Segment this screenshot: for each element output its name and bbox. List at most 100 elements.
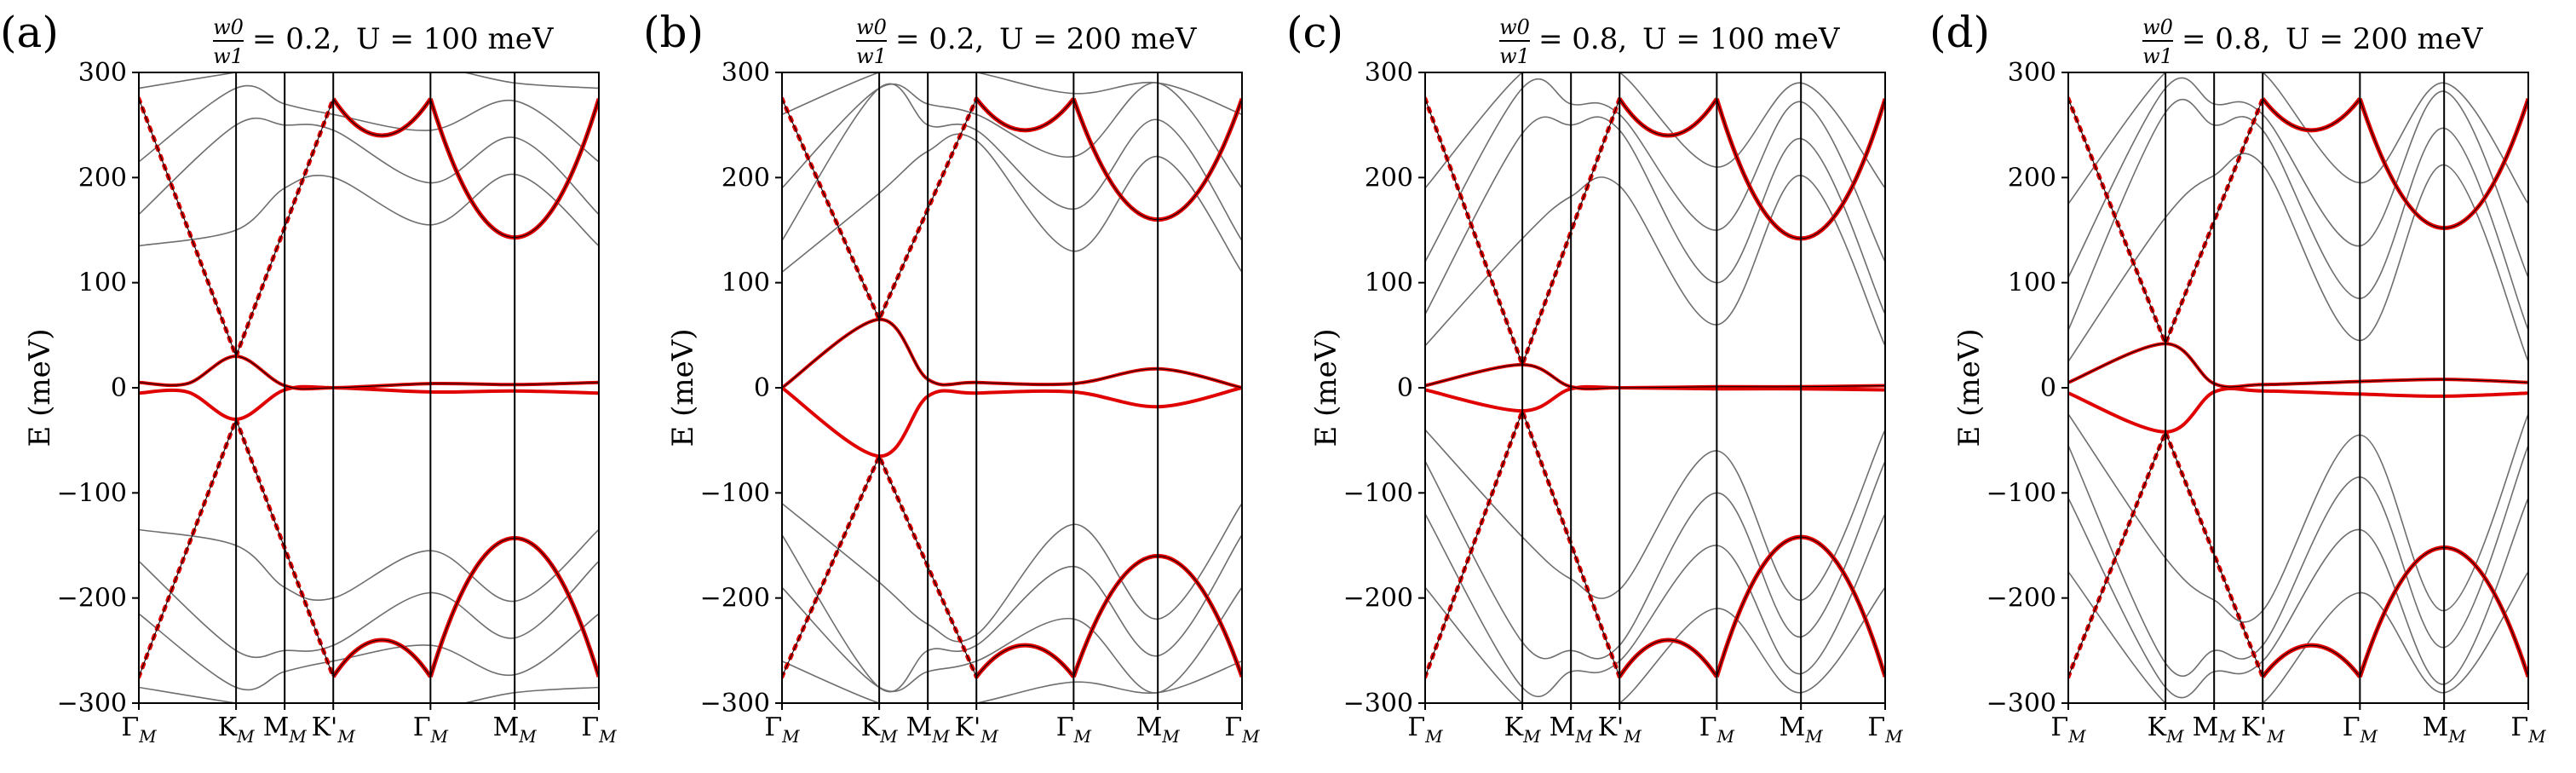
x-tick-label: ΓM	[413, 712, 449, 747]
x-tick-label: ΓM	[581, 712, 617, 747]
band-flat-lower	[2068, 386, 2528, 434]
band-flat-lower	[1425, 384, 1885, 413]
title-ratio-denominator: w1	[213, 44, 244, 68]
y-tick-label: −100	[1987, 478, 2056, 508]
y-tick-label: −300	[57, 689, 127, 718]
band-lower-parabola-0-core	[2262, 644, 2360, 678]
panel-label: (d)	[1929, 8, 1990, 57]
gray-band-7	[782, 660, 1242, 703]
y-tick-label: −100	[1343, 478, 1413, 508]
gray-band-7	[2068, 571, 2528, 703]
x-tick-label: KM	[861, 712, 898, 747]
y-tick-label: 0	[754, 373, 770, 403]
title-ratio-numerator: w0	[2142, 15, 2173, 39]
title-ratio-denominator: w1	[1499, 44, 1530, 68]
title-ratio-value: = 0.2,	[252, 22, 341, 56]
x-tick-label: ΓM	[1699, 712, 1735, 747]
plot-area	[2068, 72, 2528, 703]
gray-band-3	[1425, 460, 1885, 660]
y-tick-label: 300	[1365, 58, 1413, 88]
y-tick-label: 200	[1365, 163, 1413, 193]
gray-band-5	[139, 613, 599, 691]
band-lower-parabola-0-core	[975, 644, 1074, 678]
y-tick-label: −100	[700, 478, 770, 508]
gray-band-5	[782, 586, 1242, 694]
gray-band-3	[2068, 445, 2528, 678]
axes-frame	[781, 72, 1243, 704]
title-ratio-numerator: w0	[856, 15, 887, 39]
y-axis-label: E (meV)	[1952, 328, 1987, 447]
y-tick-label: 300	[2008, 58, 2056, 88]
x-tick-label: ΓM	[2343, 712, 2378, 747]
gray-band-6	[2068, 72, 2528, 205]
x-tick-label: MM	[263, 712, 308, 747]
y-tick-label: 0	[2040, 373, 2056, 403]
gray-band-4	[2068, 77, 2528, 278]
x-tick-label: MM	[2423, 712, 2467, 747]
panel-title: w0 w1 = 0.2, U = 100 meV	[213, 15, 555, 68]
panel-title: w0 w1 = 0.2, U = 200 meV	[856, 15, 1198, 68]
band-flat-upper	[782, 317, 1242, 389]
title-u-value: U = 200 meV	[999, 22, 1198, 56]
x-tick-label: ΓM	[1056, 712, 1092, 747]
band-flat-lower	[782, 386, 1242, 459]
x-tick-label: ΓM	[1407, 712, 1443, 747]
band-flat-upper	[139, 354, 599, 391]
band-upper-parabola-0-core	[975, 98, 1074, 131]
y-tick-label: −100	[57, 478, 127, 508]
band-upper-parabola-0-core	[1619, 98, 1717, 136]
gray-band-0	[2068, 153, 2528, 362]
x-tick-label: KM	[2148, 712, 2184, 747]
x-tick-label: K'M	[1598, 712, 1642, 747]
y-tick-label: 100	[78, 268, 127, 298]
y-tick-label: 0	[1397, 373, 1413, 403]
x-tick-label: MM	[493, 712, 538, 747]
title-u-value: U = 100 meV	[1642, 22, 1841, 56]
x-tick-label: K'M	[955, 712, 999, 747]
x-tick-label: MM	[906, 712, 951, 747]
x-tick-label: ΓM	[2050, 712, 2086, 747]
panel-label: (a)	[0, 8, 59, 57]
x-tick-label: ΓM	[764, 712, 800, 747]
y-axis-label: E (meV)	[666, 328, 700, 447]
y-tick-label: 100	[1365, 268, 1413, 298]
title-ratio-numerator: w0	[1499, 15, 1530, 39]
y-axis-label: E (meV)	[23, 328, 57, 447]
title-ratio-denominator: w1	[856, 44, 887, 68]
x-tick-label: ΓM	[1224, 712, 1260, 747]
title-ratio-value: = 0.8,	[1538, 22, 1627, 56]
band-lower-parabola-0-core	[1619, 639, 1717, 678]
title-ratio-value: = 0.8,	[2182, 22, 2270, 56]
plot-area	[782, 72, 1242, 703]
gray-band-6	[782, 72, 1242, 116]
band-upper-parabola-0-core	[332, 98, 431, 136]
gray-band-1	[1425, 429, 1885, 601]
y-tick-label: 200	[722, 163, 770, 193]
y-tick-label: −200	[57, 584, 127, 614]
y-tick-label: −200	[1343, 584, 1413, 614]
y-tick-label: −300	[1987, 689, 2056, 718]
band-flat-upper-core	[139, 355, 599, 389]
panel-label: (c)	[1286, 8, 1343, 57]
y-axis-label: E (meV)	[1309, 328, 1343, 447]
gray-band-2	[2068, 98, 2528, 331]
x-tick-label: MM	[1550, 712, 1594, 747]
title-ratio-denominator: w1	[2142, 44, 2173, 68]
y-tick-label: 100	[722, 268, 770, 298]
y-tick-label: −200	[1987, 584, 2056, 614]
panel-title: w0 w1 = 0.8, U = 200 meV	[2142, 15, 2484, 68]
gray-band-3	[782, 534, 1242, 693]
title-u-value: U = 100 meV	[356, 22, 555, 56]
y-tick-label: −200	[700, 584, 770, 614]
gray-band-4	[782, 82, 1242, 189]
x-tick-label: K'M	[2241, 712, 2286, 747]
y-tick-label: 300	[78, 58, 127, 88]
gray-band-5	[1425, 513, 1885, 698]
gray-band-4	[139, 84, 599, 163]
gray-band-7	[139, 686, 599, 703]
gray-band-2	[782, 83, 1242, 241]
